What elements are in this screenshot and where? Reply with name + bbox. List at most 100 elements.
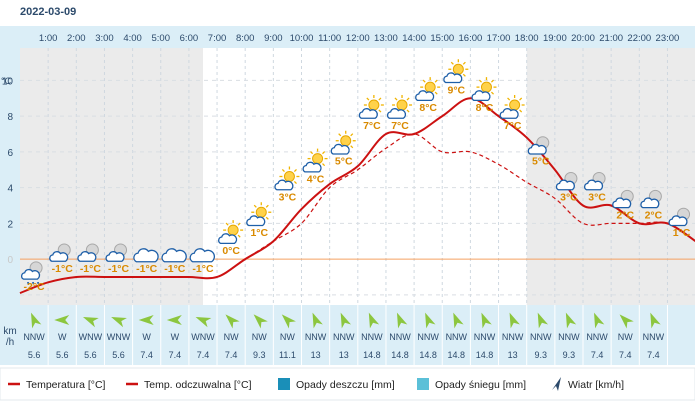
wind-direction-label: NNW bbox=[305, 332, 327, 342]
y-tick-label: 4 bbox=[7, 184, 13, 195]
wind-speed-label: 7.4 bbox=[619, 350, 632, 360]
temperature-label: -1°C bbox=[52, 263, 74, 275]
y-tick-label: 8 bbox=[7, 112, 13, 123]
legend-label: Temp. odczuwalna [°C] bbox=[144, 379, 252, 391]
wind-direction-label: NNW bbox=[389, 332, 411, 342]
wind-arrow-icon bbox=[425, 312, 436, 329]
wind-direction-label: NNW bbox=[558, 332, 580, 342]
wind-arrow-icon bbox=[537, 312, 549, 329]
hour-label: 6:00 bbox=[180, 33, 199, 44]
night-cloud-icon bbox=[555, 171, 578, 191]
y-tick-label: 2 bbox=[7, 219, 13, 230]
temperature-label: 8°C bbox=[419, 102, 437, 114]
wind-speed-label: 5.6 bbox=[28, 350, 41, 360]
wind-arrow-icon bbox=[195, 316, 212, 328]
sun-cloud-icon bbox=[443, 59, 469, 84]
temperature-label: 2°C bbox=[616, 209, 634, 221]
temperature-label: 1°C bbox=[250, 227, 268, 239]
wind-panel bbox=[0, 305, 695, 365]
wind-direction-label: WNW bbox=[79, 332, 103, 342]
wind-direction-label: NNW bbox=[417, 332, 439, 342]
wind-arrow-icon bbox=[565, 312, 577, 329]
night-cloud-icon bbox=[105, 243, 128, 262]
wind-speed-label: 13 bbox=[508, 350, 518, 360]
wind-speed-label: 9.3 bbox=[563, 350, 576, 360]
wind-speed-label: 5.6 bbox=[56, 350, 69, 360]
wind-direction-label: NW bbox=[618, 332, 633, 342]
wind-speed-label: 14.8 bbox=[363, 350, 381, 360]
wind-speed-label: 5.6 bbox=[84, 350, 97, 360]
sun-cloud-icon bbox=[218, 220, 244, 245]
wind-direction-label: NNW bbox=[23, 332, 45, 342]
night-cloud-icon bbox=[640, 189, 662, 209]
wind-arrow-icon bbox=[82, 316, 99, 328]
sun-cloud-icon bbox=[471, 77, 497, 102]
night-snow-cloud-icon bbox=[21, 261, 43, 284]
temperature-label: -1°C bbox=[192, 263, 214, 275]
wind-speed-label: 13 bbox=[339, 350, 349, 360]
wind-unit-label: km bbox=[3, 326, 16, 337]
wind-direction-label: NNW bbox=[474, 332, 496, 342]
sun-cloud-icon bbox=[274, 166, 300, 191]
wind-unit-label: /h bbox=[6, 337, 14, 348]
sun-cloud-icon bbox=[415, 77, 441, 102]
legend-item bbox=[278, 378, 290, 390]
wind-arrow-icon bbox=[31, 312, 42, 329]
temperature-label: -1°C bbox=[164, 263, 186, 275]
hour-label: 8:00 bbox=[236, 33, 255, 44]
temperature-label: 1°C bbox=[673, 227, 691, 239]
legend-label: Opady śniegu [mm] bbox=[435, 379, 526, 391]
wind-direction-label: WNW bbox=[191, 332, 215, 342]
y-tick-label: 10 bbox=[2, 76, 14, 87]
temperature-label: 5°C bbox=[532, 156, 550, 168]
sun-cloud-icon bbox=[330, 130, 356, 155]
night-cloud-icon bbox=[77, 243, 99, 262]
wind-arrow-icon bbox=[481, 312, 492, 329]
wind-arrow-icon bbox=[594, 312, 605, 329]
y-axis-unit: °C bbox=[1, 76, 12, 86]
hour-label: 15:00 bbox=[430, 33, 454, 44]
sun-cloud-icon bbox=[246, 202, 272, 227]
hour-label: 23:00 bbox=[656, 33, 680, 44]
temperature-label: 7°C bbox=[391, 120, 409, 132]
temperature-label: 5°C bbox=[335, 156, 353, 168]
sun-cloud-icon bbox=[302, 148, 328, 173]
wind-speed-label: 14.8 bbox=[476, 350, 494, 360]
wind-speed-label: 7.4 bbox=[591, 350, 604, 360]
wind-direction-label: W bbox=[171, 332, 180, 342]
wind-speed-label: 13 bbox=[311, 350, 321, 360]
temperature-label: 0°C bbox=[222, 245, 240, 257]
wind-arrow-icon bbox=[225, 314, 240, 329]
wind-speed-label: 7.4 bbox=[197, 350, 210, 360]
hour-label: 3:00 bbox=[95, 33, 114, 44]
hour-label: 10:00 bbox=[290, 33, 314, 44]
wind-direction-label: NNW bbox=[502, 332, 524, 342]
y-tick-label: 6 bbox=[7, 148, 13, 159]
wind-arrow-icon bbox=[138, 315, 154, 325]
wind-arrow-icon bbox=[253, 314, 268, 329]
hour-label: 5:00 bbox=[152, 33, 171, 44]
wind-speed-label: 14.8 bbox=[419, 350, 437, 360]
night-cloud-icon bbox=[49, 243, 71, 262]
wind-arrow-icon bbox=[312, 312, 323, 329]
wind-direction-label: NW bbox=[280, 332, 295, 342]
night-cloud-icon bbox=[668, 207, 691, 227]
wind-direction-label: NNW bbox=[586, 332, 608, 342]
wind-direction-label: NNW bbox=[361, 332, 383, 342]
temperature-label: -1°C bbox=[108, 263, 130, 275]
temperature-label: -1°C bbox=[136, 263, 158, 275]
hour-label: 20:00 bbox=[571, 33, 595, 44]
legend-box bbox=[0, 367, 695, 401]
feels-like-line bbox=[19, 133, 695, 294]
wind-speed-label: 11.1 bbox=[279, 350, 296, 360]
wind-direction-label: NNW bbox=[333, 332, 355, 342]
wind-speed-label: 14.8 bbox=[448, 350, 466, 360]
temperature-label: 7°C bbox=[504, 120, 522, 132]
sun-cloud-icon bbox=[499, 95, 525, 119]
night-cloud-icon bbox=[527, 136, 550, 155]
wind-arrow-icon bbox=[619, 314, 634, 329]
wind-direction-label: WNW bbox=[107, 332, 131, 342]
wind-speed-label: 7.4 bbox=[169, 350, 182, 360]
hour-label: 21:00 bbox=[599, 33, 623, 44]
